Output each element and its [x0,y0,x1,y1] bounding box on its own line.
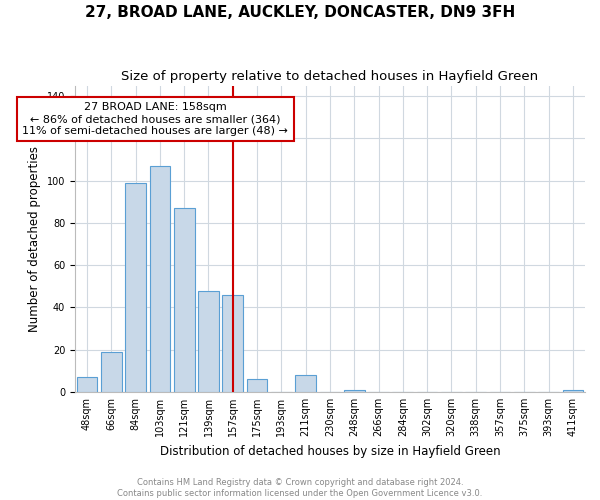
Bar [344,390,365,392]
Bar [223,294,243,392]
Bar [149,166,170,392]
Text: Contains HM Land Registry data © Crown copyright and database right 2024.
Contai: Contains HM Land Registry data © Crown c… [118,478,482,498]
X-axis label: Distribution of detached houses by size in Hayfield Green: Distribution of detached houses by size … [160,444,500,458]
Bar [125,183,146,392]
Bar [174,208,194,392]
Bar [295,375,316,392]
Bar [247,380,268,392]
Text: 27, BROAD LANE, AUCKLEY, DONCASTER, DN9 3FH: 27, BROAD LANE, AUCKLEY, DONCASTER, DN9 … [85,5,515,20]
Y-axis label: Number of detached properties: Number of detached properties [28,146,41,332]
Text: 27 BROAD LANE: 158sqm
← 86% of detached houses are smaller (364)
11% of semi-det: 27 BROAD LANE: 158sqm ← 86% of detached … [22,102,288,136]
Bar [101,352,122,392]
Bar [77,377,97,392]
Title: Size of property relative to detached houses in Hayfield Green: Size of property relative to detached ho… [121,70,538,83]
Bar [563,390,583,392]
Bar [198,290,219,392]
